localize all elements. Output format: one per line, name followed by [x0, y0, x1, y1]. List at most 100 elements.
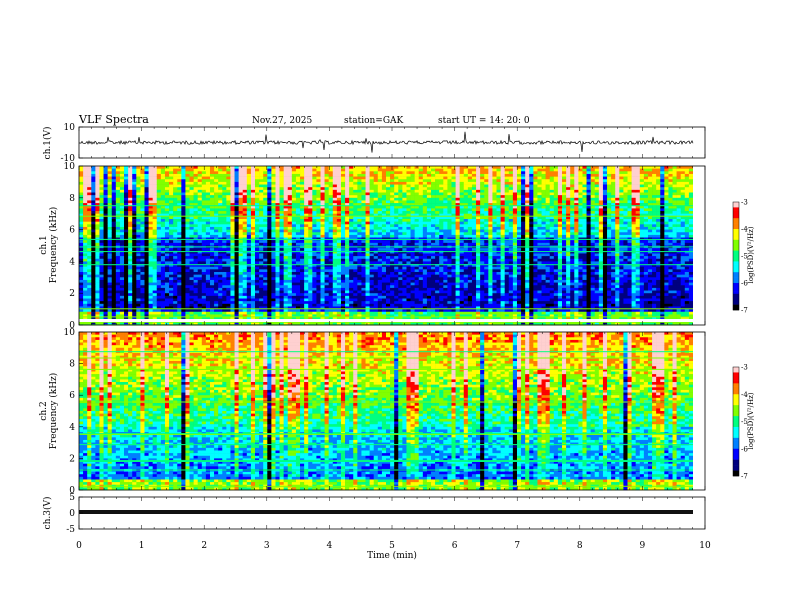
ch1-spectrogram-cell [238, 295, 244, 299]
ch1-spectrogram-cell [128, 266, 133, 270]
ch1-spectrogram-cell [369, 301, 375, 305]
ch1-spectrogram-cell [148, 192, 153, 196]
ch1-spectrogram-cell [132, 258, 137, 262]
ch1-spectrogram-cell [152, 195, 158, 199]
ch1-spectrogram-cell [279, 253, 284, 257]
ch1-spectrogram-cell [222, 277, 227, 281]
ch1-spectrogram-cell [83, 295, 88, 299]
ch1-spectrogram-cell [291, 285, 297, 289]
ch1-spectrogram-cell [259, 242, 264, 246]
ch1-spectrogram-cell [349, 192, 354, 196]
ch1-spectrogram-cell [238, 258, 244, 262]
ch1-spectrogram-cell [345, 287, 350, 291]
ch1-spectrogram-cell [181, 224, 186, 228]
ch1-spectrogram-cell [173, 224, 178, 228]
ch1-spectrogram-cell [340, 301, 346, 305]
ch1-spectrogram-cell [369, 184, 375, 188]
ch1-spectrogram-cell [234, 216, 239, 220]
ch1-spectrogram-cell [386, 219, 391, 222]
ch1-spectrogram-cell [160, 219, 166, 222]
ch1-spectrogram-cell [201, 314, 207, 318]
ch1-spectrogram-cell [250, 306, 256, 310]
ch1-spectrogram-cell [164, 187, 170, 191]
ch1-spectrogram-cell [406, 248, 411, 252]
ch1-spectrogram-cell [340, 232, 346, 236]
ch1-spectrogram-cell [124, 287, 129, 291]
ch1-spectrogram-cell [156, 261, 162, 265]
ch1-spectrogram-cell [140, 234, 145, 238]
ch1-spectrogram-cell [181, 226, 186, 230]
ch1-spectrogram-cell [136, 189, 141, 193]
ch1-spectrogram-cell [332, 221, 338, 225]
ch1-spectrogram-cell [324, 287, 329, 291]
ch1-spectrogram-cell [169, 264, 174, 267]
ch1-spectrogram-cell [349, 290, 354, 294]
ch1-spectrogram-cell [353, 171, 358, 175]
ch1-spectrogram-cell [124, 277, 129, 281]
ch1-spectrogram-cell [259, 303, 264, 307]
ch1-spectrogram-cell [316, 311, 321, 315]
ch1-spectrogram-cell [193, 282, 198, 286]
ch1-spectrogram-cell [324, 184, 329, 188]
ch1-spectrogram-cell [283, 166, 289, 169]
ch1-spectrogram-cell [148, 274, 153, 278]
ch1-spectrogram-cell [402, 173, 407, 177]
ch1-spectrogram-cell [136, 287, 141, 291]
ch1-spectrogram-cell [271, 221, 276, 225]
ch1-spectrogram-cell [140, 306, 145, 310]
ch1-spectrogram-cell [312, 226, 317, 230]
ch1-spectrogram-cell [119, 176, 125, 180]
ch1-spectrogram-cell [340, 226, 346, 230]
ch1-spectrogram-cell [271, 184, 276, 188]
ch1-spectrogram-cell [185, 311, 190, 315]
ch1-spectrogram-cell [136, 301, 141, 305]
ch1-spectrogram-cell [365, 216, 370, 220]
ch1-spectrogram-cell [222, 184, 227, 188]
ch1-spectrogram-cell [177, 242, 182, 246]
ch1-spectrogram-cell [193, 303, 198, 307]
ch1-spectrogram-cell [140, 192, 145, 196]
ch1-spectrogram-cell [365, 322, 370, 326]
ch1-spectrogram-cell [136, 256, 141, 260]
ch1-spectrogram-cell [115, 303, 121, 307]
ch1-spectrogram-cell [320, 274, 325, 278]
ch1-spectrogram-cell [267, 306, 272, 310]
ch1-spectrogram-cell [287, 306, 293, 310]
ch1-spectrogram-cell [144, 166, 149, 169]
ch1-spectrogram-cell [91, 264, 96, 267]
ch1-spectrogram-cell [332, 274, 338, 278]
ch1-spectrogram-cell [328, 266, 334, 270]
ch1-spectrogram-cell [271, 211, 276, 214]
ch1-spectrogram-cell [185, 192, 190, 196]
ch1-spectrogram-cell [160, 269, 166, 273]
ch1-spectrogram-cell [124, 189, 129, 193]
ch1-spectrogram-cell [242, 240, 248, 244]
ch1-spectrogram-cell [136, 317, 141, 320]
ch1-spectrogram-cell [287, 282, 293, 286]
ch1-spectrogram-cell [381, 285, 387, 289]
ch1-spectrogram-cell [99, 176, 104, 180]
ch1-spectrogram-cell [340, 221, 346, 225]
ch1-spectrogram-cell [336, 279, 342, 283]
ch1-spectrogram-cell [193, 306, 198, 310]
ch1-spectrogram-cell [209, 226, 215, 230]
ch1-spectrogram-cell [230, 166, 235, 169]
ch1-spectrogram-cell [99, 287, 104, 291]
ch1-spectrogram-cell [95, 240, 100, 244]
ch1-spectrogram-cell [246, 253, 252, 257]
ch1-spectrogram-cell [226, 277, 231, 281]
ch1-spectrogram-cell [328, 285, 334, 289]
ch1-spectrogram-cell [148, 322, 153, 326]
ch1-spectrogram-cell [349, 272, 354, 275]
ch1-spectrogram-cell [209, 311, 215, 315]
ch1-spectrogram-cell [283, 303, 289, 307]
ch1-spectrogram-cell [398, 287, 403, 291]
ch1-spectrogram-cell [316, 258, 321, 262]
ch1-spectrogram-cell [91, 184, 96, 188]
ch1-spectrogram-cell [132, 232, 137, 236]
ch1-spectrogram-cell [209, 261, 215, 265]
ch1-spectrogram-cell [271, 311, 276, 315]
ch1-spectrogram-cell [111, 274, 117, 278]
ch1-spectrogram-cell [246, 293, 252, 297]
ch1-spectrogram-cell [91, 189, 96, 193]
